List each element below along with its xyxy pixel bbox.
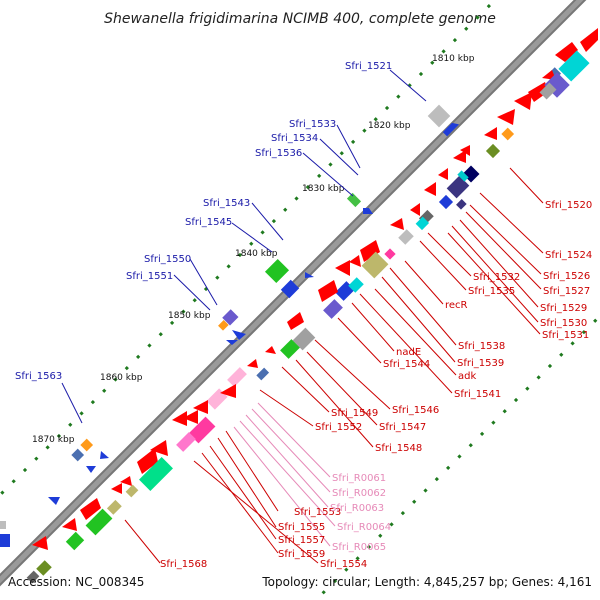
gene-label-sfri-1548: Sfri_1548: [375, 443, 422, 454]
gene-label-sfri-r0063: Sfri_R0063: [330, 503, 384, 514]
gene-label-sfri-1526: Sfri_1526: [543, 271, 590, 282]
gene-label-sfri-1552: Sfri_1552: [315, 422, 362, 433]
gene-label-sfri-r0064: Sfri_R0064: [337, 522, 391, 533]
accession-text: Accession: NC_008345: [8, 575, 144, 589]
rna-label-leaders: [233, 402, 336, 547]
gene-label-sfri-1536: Sfri_1536: [255, 148, 302, 159]
gene-label-sfri-1539: Sfri_1539: [457, 358, 504, 369]
gene-label-recr: recR: [445, 300, 468, 311]
gene-label-sfri-1535: Sfri_1535: [468, 286, 515, 297]
outer-label-leaders: [61, 69, 427, 424]
gene-label-sfri-1546: Sfri_1546: [392, 405, 439, 416]
gene-label-sfri-1531: Sfri_1531: [542, 330, 589, 341]
gene-label-sfri-1563: Sfri_1563: [15, 371, 62, 382]
map-title: Shewanella frigidimarina NCIMB 400, comp…: [104, 11, 496, 27]
gene-label-sfri-1557: Sfri_1557: [278, 535, 325, 546]
outer-gene-labels: Sfri_1521 Sfri_1533 Sfri_1534 Sfri_1536 …: [15, 61, 392, 382]
gene-label-sfri-1543: Sfri_1543: [203, 198, 250, 209]
gene-label-sfri-1545: Sfri_1545: [185, 217, 232, 228]
gene-label-sfri-1549: Sfri_1549: [331, 408, 378, 419]
genome-summary-text: Topology: circular; Length: 4,845,257 bp…: [261, 575, 592, 589]
kbp-label-1860: 1860 kbp: [100, 373, 143, 383]
gene-label-sfri-1554: Sfri_1554: [320, 559, 367, 570]
gene-label-sfri-1544: Sfri_1544: [383, 359, 430, 370]
kbp-label-1870: 1870 kbp: [32, 435, 75, 445]
rna-gene-labels: Sfri_R0061 Sfri_R0062 Sfri_R0063 Sfri_R0…: [330, 473, 391, 553]
gene-label-sfri-1550: Sfri_1550: [144, 254, 191, 265]
gene-label-sfri-1534: Sfri_1534: [271, 133, 318, 144]
inner-label-leaders: [124, 167, 544, 564]
kbp-label-1810: 1810 kbp: [432, 54, 475, 64]
gene-label-sfri-r0062: Sfri_R0062: [332, 488, 386, 499]
gene-label-sfri-r0065: Sfri_R0065: [332, 542, 386, 553]
gene-label-adk: adk: [458, 371, 476, 382]
gene-label-sfri-1541: Sfri_1541: [454, 389, 501, 400]
gc-content-track-inner: [313, 313, 600, 600]
gene-label-sfri-1529: Sfri_1529: [540, 303, 587, 314]
gene-label-sfri-1521: Sfri_1521: [345, 61, 392, 72]
kbp-ticks: 1810 kbp 1820 kbp 1830 kbp 1840 kbp 1850…: [32, 54, 475, 445]
gene-label-sfri-1527: Sfri_1527: [543, 286, 590, 297]
gene-label-sfri-r0061: Sfri_R0061: [332, 473, 386, 484]
kbp-label-1820: 1820 kbp: [368, 121, 411, 131]
inner-gene-labels: Sfri_1520 Sfri_1524 Sfri_1526 Sfri_1527 …: [160, 200, 592, 570]
gene-label-nade: nadE: [396, 347, 421, 358]
kbp-label-1850: 1850 kbp: [168, 311, 211, 321]
gene-label-sfri-1553: Sfri_1553: [294, 507, 341, 518]
gene-label-sfri-1530: Sfri_1530: [540, 318, 587, 329]
gene-label-sfri-1559: Sfri_1559: [278, 549, 325, 560]
gene-label-sfri-1551: Sfri_1551: [126, 271, 173, 282]
gene-label-sfri-1532: Sfri_1532: [473, 272, 520, 283]
gene-label-sfri-1520: Sfri_1520: [545, 200, 592, 211]
gene-label-sfri-1524: Sfri_1524: [545, 250, 592, 261]
genes-reverse-strand: [26, 28, 598, 584]
kbp-label-1830: 1830 kbp: [302, 184, 345, 194]
gene-label-sfri-1568: Sfri_1568: [160, 559, 207, 570]
gene-label-sfri-1555: Sfri_1555: [278, 522, 325, 533]
gene-label-sfri-1538: Sfri_1538: [458, 341, 505, 352]
gene-label-sfri-1533: Sfri_1533: [289, 119, 336, 130]
gene-label-sfri-1547: Sfri_1547: [379, 422, 426, 433]
kbp-label-1840: 1840 kbp: [235, 249, 278, 259]
